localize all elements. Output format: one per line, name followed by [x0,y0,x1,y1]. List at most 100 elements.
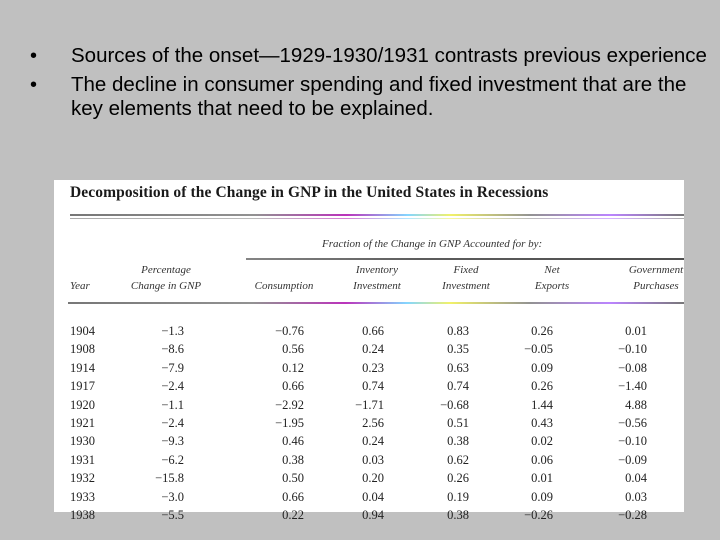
value-cell: −0.10 [618,342,647,357]
value-cell: 0.03 [625,489,647,504]
column-header: Net Exports [502,262,602,294]
value-cell: −2.92 [275,397,304,412]
bullet-text: The decline in consumer spending and fix… [71,73,687,120]
column-header-line2: Year [70,280,90,292]
value-cell: 0.38 [447,508,469,522]
value-cell: 0.66 [282,489,304,504]
value-cell: −8.6 [161,342,184,357]
year-cell: 1930 [70,434,95,449]
column-header-line1: Fixed [453,264,479,276]
value-cell: −1.3 [161,324,184,338]
header-rule [68,302,684,304]
value-cell: 0.38 [282,452,304,467]
column-header: Inventory Investment [327,262,427,294]
value-cell: 0.03 [362,452,384,467]
value-cell: 0.22 [282,508,304,522]
value-cell: −0.10 [618,434,647,449]
value-cell: −5.5 [161,508,184,522]
value-cell: 0.43 [531,416,553,430]
value-cell: 0.06 [531,452,553,467]
value-cell: 0.12 [282,360,304,375]
value-cell: −1.71 [355,397,384,412]
value-cell: 0.83 [447,324,469,338]
value-cell: 0.26 [447,471,469,486]
value-cell: −0.56 [618,416,647,430]
value-cell: 0.02 [531,434,553,449]
value-cell: 0.74 [362,379,384,394]
value-cell: 0.26 [531,379,553,394]
value-cell: 0.51 [447,416,469,430]
value-cell: 0.63 [447,360,469,375]
value-cell: −0.09 [618,452,647,467]
value-cell: −15.8 [155,471,184,486]
value-cell: −0.76 [275,324,304,338]
year-cell: 1908 [70,342,95,357]
bullet-text: Sources of the onset—1929-1930/1931 cont… [71,44,707,67]
value-cell: 0.50 [282,471,304,486]
value-cell: −0.68 [440,397,469,412]
value-cell: 0.20 [362,471,384,486]
value-cell: −7.9 [161,360,184,375]
value-cell: 0.24 [362,434,384,449]
value-cell: 0.56 [282,342,304,357]
value-cell: 0.26 [531,324,553,338]
value-cell: 0.23 [362,360,384,375]
super-header: Fraction of the Change in GNP Accounted … [322,238,543,250]
year-cell: 1921 [70,416,95,430]
title-rule [70,214,684,216]
title-rule-thin [70,218,684,219]
super-header-rule [246,258,684,260]
column-header: Year [70,262,110,294]
column-header-line2: Investment [442,280,490,292]
value-cell: −2.4 [161,416,184,430]
value-cell: −9.3 [161,434,184,449]
column-header: Fixed Investment [416,262,516,294]
value-cell: −1.1 [161,397,184,412]
value-cell: 0.01 [531,471,553,486]
column-header-line2: Consumption [254,280,314,292]
value-cell: 0.19 [447,489,469,504]
column-header: Consumption [234,262,334,294]
year-cell: 1933 [70,489,95,504]
value-cell: 2.56 [362,416,384,430]
year-cell: 1931 [70,452,95,467]
value-cell: 0.35 [447,342,469,357]
column-header-line2: Exports [534,280,570,292]
year-cell: 1904 [70,324,95,338]
column-header-line1: Net [544,264,560,276]
column-header-line1 [70,262,110,278]
value-cell: 1.44 [531,397,553,412]
value-cell: 0.01 [625,324,647,338]
value-cell: −6.2 [161,452,184,467]
bullet-list: • Sources of the onset—1929-1930/1931 con… [28,44,708,126]
column-header-line2: Purchases [633,280,679,292]
year-cell: 1920 [70,397,95,412]
column-header-line1: Government [628,264,684,276]
bullet-item: • Sources of the onset—1929-1930/1931 con… [28,44,708,68]
value-cell: 0.46 [282,434,304,449]
value-cell: 0.62 [447,452,469,467]
value-cell: 0.74 [447,379,469,394]
year-cell: 1917 [70,379,95,394]
column-header-line2: Change in GNP [130,280,202,292]
bullet-item: • The decline in consumer spending and fi… [28,73,708,121]
value-cell: 0.04 [362,489,384,504]
value-cell: 0.09 [531,360,553,375]
table-image-panel: Decomposition of the Change in GNP in th… [54,180,684,522]
value-cell: 0.66 [282,379,304,394]
value-cell: 0.66 [362,324,384,338]
value-cell: 0.94 [362,508,384,522]
value-cell: 4.88 [625,397,647,412]
column-header: Government Purchases [606,262,706,294]
column-header-line2: Investment [353,280,401,292]
column-header: Percentage Change in GNP [116,262,216,294]
year-cell: 1932 [70,471,95,486]
value-cell: 0.04 [625,471,647,486]
column-header-line1 [234,262,334,278]
value-cell: 0.09 [531,489,553,504]
value-cell: −0.08 [618,360,647,375]
value-cell: −2.4 [161,379,184,394]
column-header-line1: Inventory [355,264,399,276]
value-cell: 0.38 [447,434,469,449]
value-cell: −0.05 [524,342,553,357]
